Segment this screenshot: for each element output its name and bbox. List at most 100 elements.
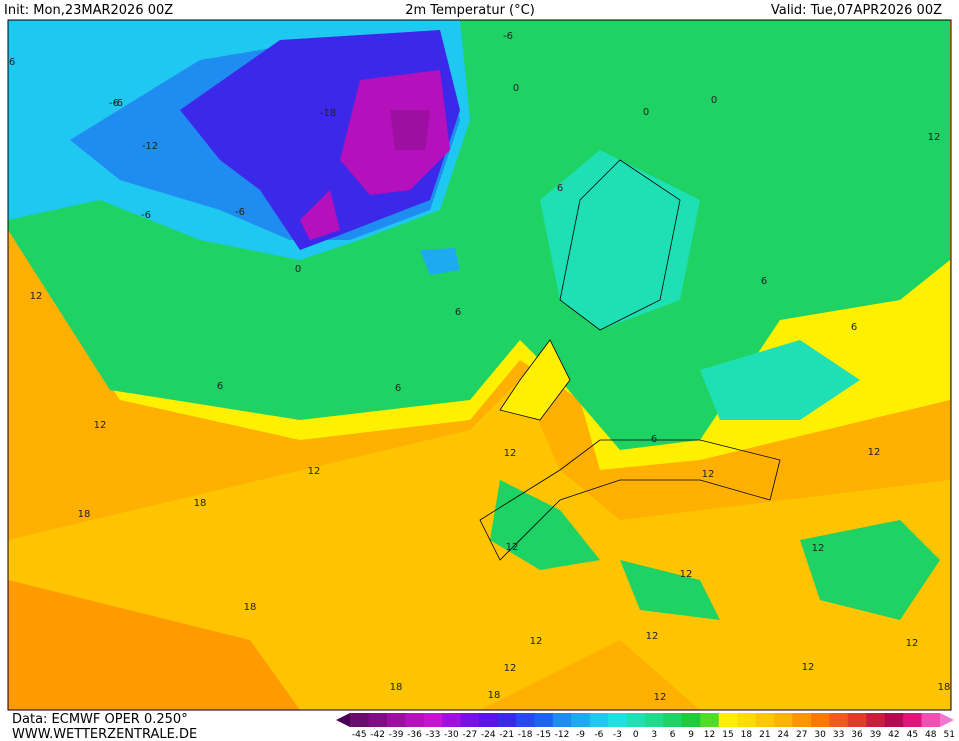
map: [7, 19, 952, 711]
colorbar-cell: [552, 713, 572, 727]
colorbar-cell: [350, 713, 369, 727]
colorbar-cell: [497, 713, 517, 727]
colorbar: -45 -42 -39 -36 -33 -30 -27 -24 -21 -18 -15 -12 -9 -6…: [336, 713, 955, 740]
colorbar-cell: [589, 713, 609, 727]
colorbar-label: 51: [943, 730, 954, 740]
contour-label: -6: [113, 98, 123, 109]
region: [540, 150, 860, 420]
colorbar-label: 3: [651, 730, 657, 740]
contour-label: 12: [646, 631, 659, 642]
contour-label: -6: [235, 207, 245, 218]
colorbar-label: 48: [925, 730, 937, 740]
colorbar-cell: [608, 713, 628, 727]
contour-label: 6: [395, 383, 401, 394]
contour-label: -18: [320, 108, 336, 119]
colorbar-cell: [663, 713, 683, 727]
british-isles: [499, 339, 571, 421]
contour-label: 0: [711, 95, 717, 106]
contour-label: 18: [194, 498, 207, 509]
region: [490, 480, 940, 620]
colorbar-cell: [571, 713, 591, 727]
contour-label: 0: [643, 107, 649, 118]
colorbar-cell: [423, 713, 443, 727]
contour-label: 6: [9, 57, 15, 68]
colorbar-cell: [884, 713, 904, 727]
colorbar-label: 18: [741, 730, 753, 740]
colorbar-label: 6: [670, 730, 676, 740]
colorbar-cell: [755, 713, 775, 727]
colorbar-label: 21: [759, 730, 770, 740]
contour-label: 12: [530, 636, 543, 647]
colorbar-label: 0: [633, 730, 639, 740]
contour-label: 6: [761, 276, 767, 287]
colorbar-label: -12: [555, 730, 570, 740]
colorbar-label: -39: [389, 730, 404, 740]
colorbar-label: 15: [722, 730, 733, 740]
colorbar-cell: [386, 713, 406, 727]
colorbar-label: -3: [613, 730, 622, 740]
colorbar-low: [336, 713, 350, 727]
colorbar-cell: [515, 713, 535, 727]
colorbar-cell: [847, 713, 867, 727]
contour-label: 18: [938, 682, 951, 693]
contour-label: -6: [141, 210, 151, 221]
colorbar-label: 24: [778, 730, 790, 740]
init-time: Init: Mon,23MAR2026 00Z: [4, 3, 173, 18]
coastline: [479, 439, 781, 561]
colorbar-cell: [829, 713, 849, 727]
colorbar-label: -42: [370, 730, 385, 740]
valid-time: Valid: Tue,07APR2026 00Z: [771, 3, 942, 18]
contour-label: 6: [455, 307, 461, 318]
colorbar-label: 30: [814, 730, 826, 740]
contour-label: 6: [217, 381, 223, 392]
contour-label: 12: [802, 662, 815, 673]
contour-label: 12: [504, 448, 517, 459]
scandinavia: [559, 159, 681, 331]
contour-label: 12: [506, 542, 519, 553]
colorbar-cell: [681, 713, 701, 727]
colorbar-label: -45: [352, 730, 367, 740]
colorbar-label: 27: [796, 730, 807, 740]
colorbar-label: 39: [870, 730, 882, 740]
contour-label: 18: [390, 682, 403, 693]
contour-label: 6: [651, 434, 657, 445]
iceland: [420, 248, 460, 275]
contour-label: 12: [30, 291, 43, 302]
contour-label: 12: [94, 420, 107, 431]
contour-label: -6: [109, 98, 119, 109]
contour-label: 18: [244, 602, 257, 613]
contour-label: 6: [557, 183, 563, 194]
colorbar-cell: [903, 713, 923, 727]
colorbar-label: -15: [536, 730, 551, 740]
map-frame: [7, 19, 952, 711]
contour-label: 12: [308, 466, 321, 477]
colorbar-label: 9: [688, 730, 694, 740]
colorbar-cell: [479, 713, 498, 727]
colorbar-high: [940, 713, 954, 727]
colorbar-cell: [368, 713, 388, 727]
colorbar-cell: [460, 713, 480, 727]
colorbar-label: 42: [888, 730, 899, 740]
contour-label: 12: [702, 469, 715, 480]
colorbar-label: -36: [407, 730, 422, 740]
contour-label: 18: [488, 690, 501, 701]
colorbar-label: -6: [594, 730, 603, 740]
contour-label: 0: [295, 264, 301, 275]
contour-label: 12: [680, 569, 693, 580]
colorbar-cell: [700, 713, 720, 727]
contour-label: -6: [503, 31, 513, 42]
contour-label: 12: [906, 638, 919, 649]
colorbar-label: -27: [462, 730, 477, 740]
data-source: Data: ECMWF OPER 0.250°: [12, 712, 188, 727]
colorbar-cell: [737, 713, 757, 727]
colorbar-cell: [792, 713, 812, 727]
contour-label: 18: [78, 509, 91, 520]
colorbar-cell: [626, 713, 646, 727]
contour-label: 12: [812, 543, 825, 554]
contour-label: 12: [504, 663, 517, 674]
colorbar-cell: [921, 713, 941, 727]
colorbar-label: -33: [426, 730, 441, 740]
colorbar-cell: [534, 713, 554, 727]
colorbar-label: 33: [833, 730, 844, 740]
contour-label: -12: [142, 141, 158, 152]
